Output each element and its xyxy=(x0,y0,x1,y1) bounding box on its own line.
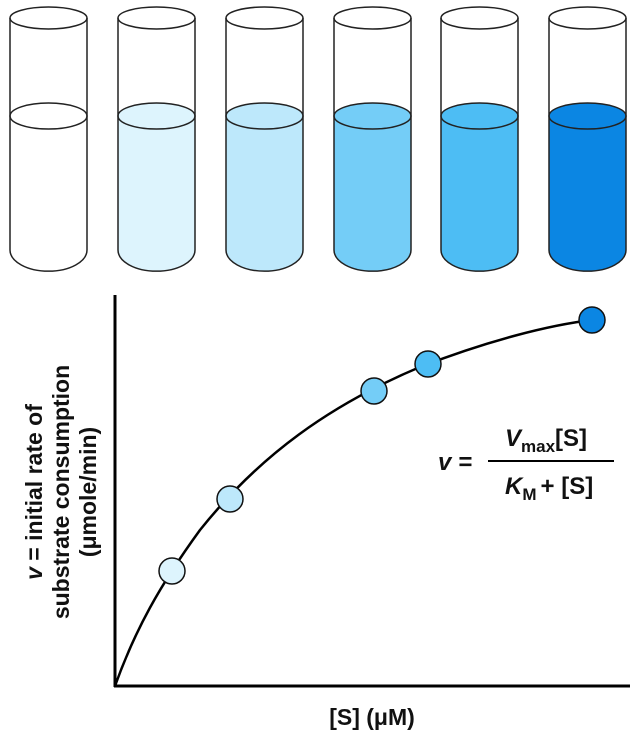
tube-rim xyxy=(333,6,412,30)
rest: + [S] xyxy=(541,473,594,500)
test-tube xyxy=(548,6,627,272)
tube-body xyxy=(9,18,88,272)
graph: v = initial rate of substrate consumptio… xyxy=(21,295,630,730)
point xyxy=(158,557,186,585)
liquid-surface xyxy=(548,102,627,130)
y-label-text: = initial rate of xyxy=(21,404,47,561)
y-label-line: substrate consumption xyxy=(48,365,74,619)
tube-rim xyxy=(225,6,304,30)
equation-denominator: KM + [S] xyxy=(505,473,593,504)
point xyxy=(414,350,442,378)
test-tube xyxy=(333,6,412,272)
liquid-surface xyxy=(117,102,196,130)
tube-rim xyxy=(9,6,88,30)
equation-lhs: v = xyxy=(438,449,472,476)
liquid xyxy=(441,116,518,272)
test-tube xyxy=(225,6,304,272)
test-tubes xyxy=(9,6,627,272)
symbol: V xyxy=(505,425,523,452)
liquid-surface xyxy=(225,102,304,130)
rest: [S] xyxy=(555,425,587,452)
y-label-variable: v xyxy=(21,566,47,580)
y-label-line: (μmole/min) xyxy=(75,427,101,557)
tube-body xyxy=(225,18,304,272)
liquid xyxy=(226,116,303,272)
point xyxy=(360,377,388,405)
curve xyxy=(113,318,593,687)
tube-body xyxy=(117,18,196,272)
subscript: max xyxy=(521,437,556,456)
point xyxy=(216,485,244,513)
tube-body xyxy=(333,18,412,272)
test-tube xyxy=(9,6,88,272)
tube-rim xyxy=(117,6,196,30)
tube-body xyxy=(548,18,627,272)
tube-rim xyxy=(440,6,519,30)
tube-body xyxy=(440,18,519,272)
symbol: K xyxy=(505,473,524,500)
x-label: [S] (μM) xyxy=(329,704,415,730)
liquid xyxy=(549,116,626,272)
point xyxy=(578,306,606,334)
test-tube xyxy=(440,6,519,272)
liquid xyxy=(10,116,87,272)
equation-numerator: Vmax[S] xyxy=(505,425,587,456)
liquid xyxy=(334,116,411,272)
liquid-surface xyxy=(440,102,519,130)
points xyxy=(158,306,606,585)
liquid-surface xyxy=(9,102,88,130)
liquid xyxy=(118,116,195,272)
y-label-line: v = initial rate of xyxy=(21,404,47,580)
liquid-surface xyxy=(333,102,412,130)
tube-rim xyxy=(548,6,627,30)
subscript: M xyxy=(522,485,536,504)
test-tube xyxy=(117,6,196,272)
